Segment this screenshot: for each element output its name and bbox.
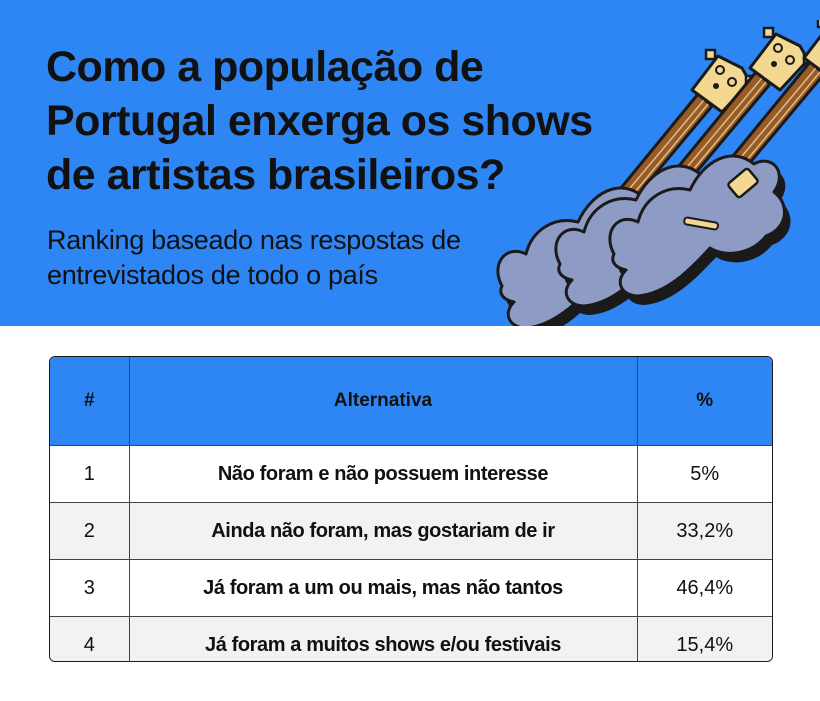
column-header-rank: # bbox=[50, 357, 130, 446]
table-row: 4 Já foram a muitos shows e/ou festivais… bbox=[50, 616, 772, 661]
rank-cell: 4 bbox=[50, 616, 130, 661]
rank-cell: 2 bbox=[50, 502, 130, 560]
percent-cell: 33,2% bbox=[636, 502, 772, 560]
rank-cell: 3 bbox=[50, 559, 130, 617]
percent-cell: 5% bbox=[636, 445, 772, 503]
alternative-cell: Já foram a muitos shows e/ou festivais bbox=[128, 616, 638, 661]
table-row: 3 Já foram a um ou mais, mas não tantos … bbox=[50, 559, 772, 617]
alternative-cell: Não foram e não possuem interesse bbox=[128, 445, 638, 503]
page-subtitle: Ranking baseado nas respostas de entrevi… bbox=[47, 225, 461, 290]
table-header-row: # Alternativa % bbox=[50, 357, 772, 446]
electric-guitars-illustration-icon bbox=[496, 20, 820, 326]
results-table: # Alternativa % 1 Não foram e não possue… bbox=[49, 356, 773, 662]
header-banner: Como a população de Portugal enxerga os … bbox=[0, 0, 820, 326]
percent-cell: 15,4% bbox=[636, 616, 772, 661]
page-title: Como a população de Portugal enxerga os … bbox=[46, 43, 593, 199]
table-row: 1 Não foram e não possuem interesse 5% bbox=[50, 445, 772, 503]
alternative-cell: Ainda não foram, mas gostariam de ir bbox=[128, 502, 638, 560]
column-header-alternative: Alternativa bbox=[128, 357, 638, 446]
percent-cell: 46,4% bbox=[636, 559, 772, 617]
column-header-percent: % bbox=[636, 357, 772, 446]
table-row: 2 Ainda não foram, mas gostariam de ir 3… bbox=[50, 502, 772, 560]
rank-cell: 1 bbox=[50, 445, 130, 503]
alternative-cell: Já foram a um ou mais, mas não tantos bbox=[128, 559, 638, 617]
